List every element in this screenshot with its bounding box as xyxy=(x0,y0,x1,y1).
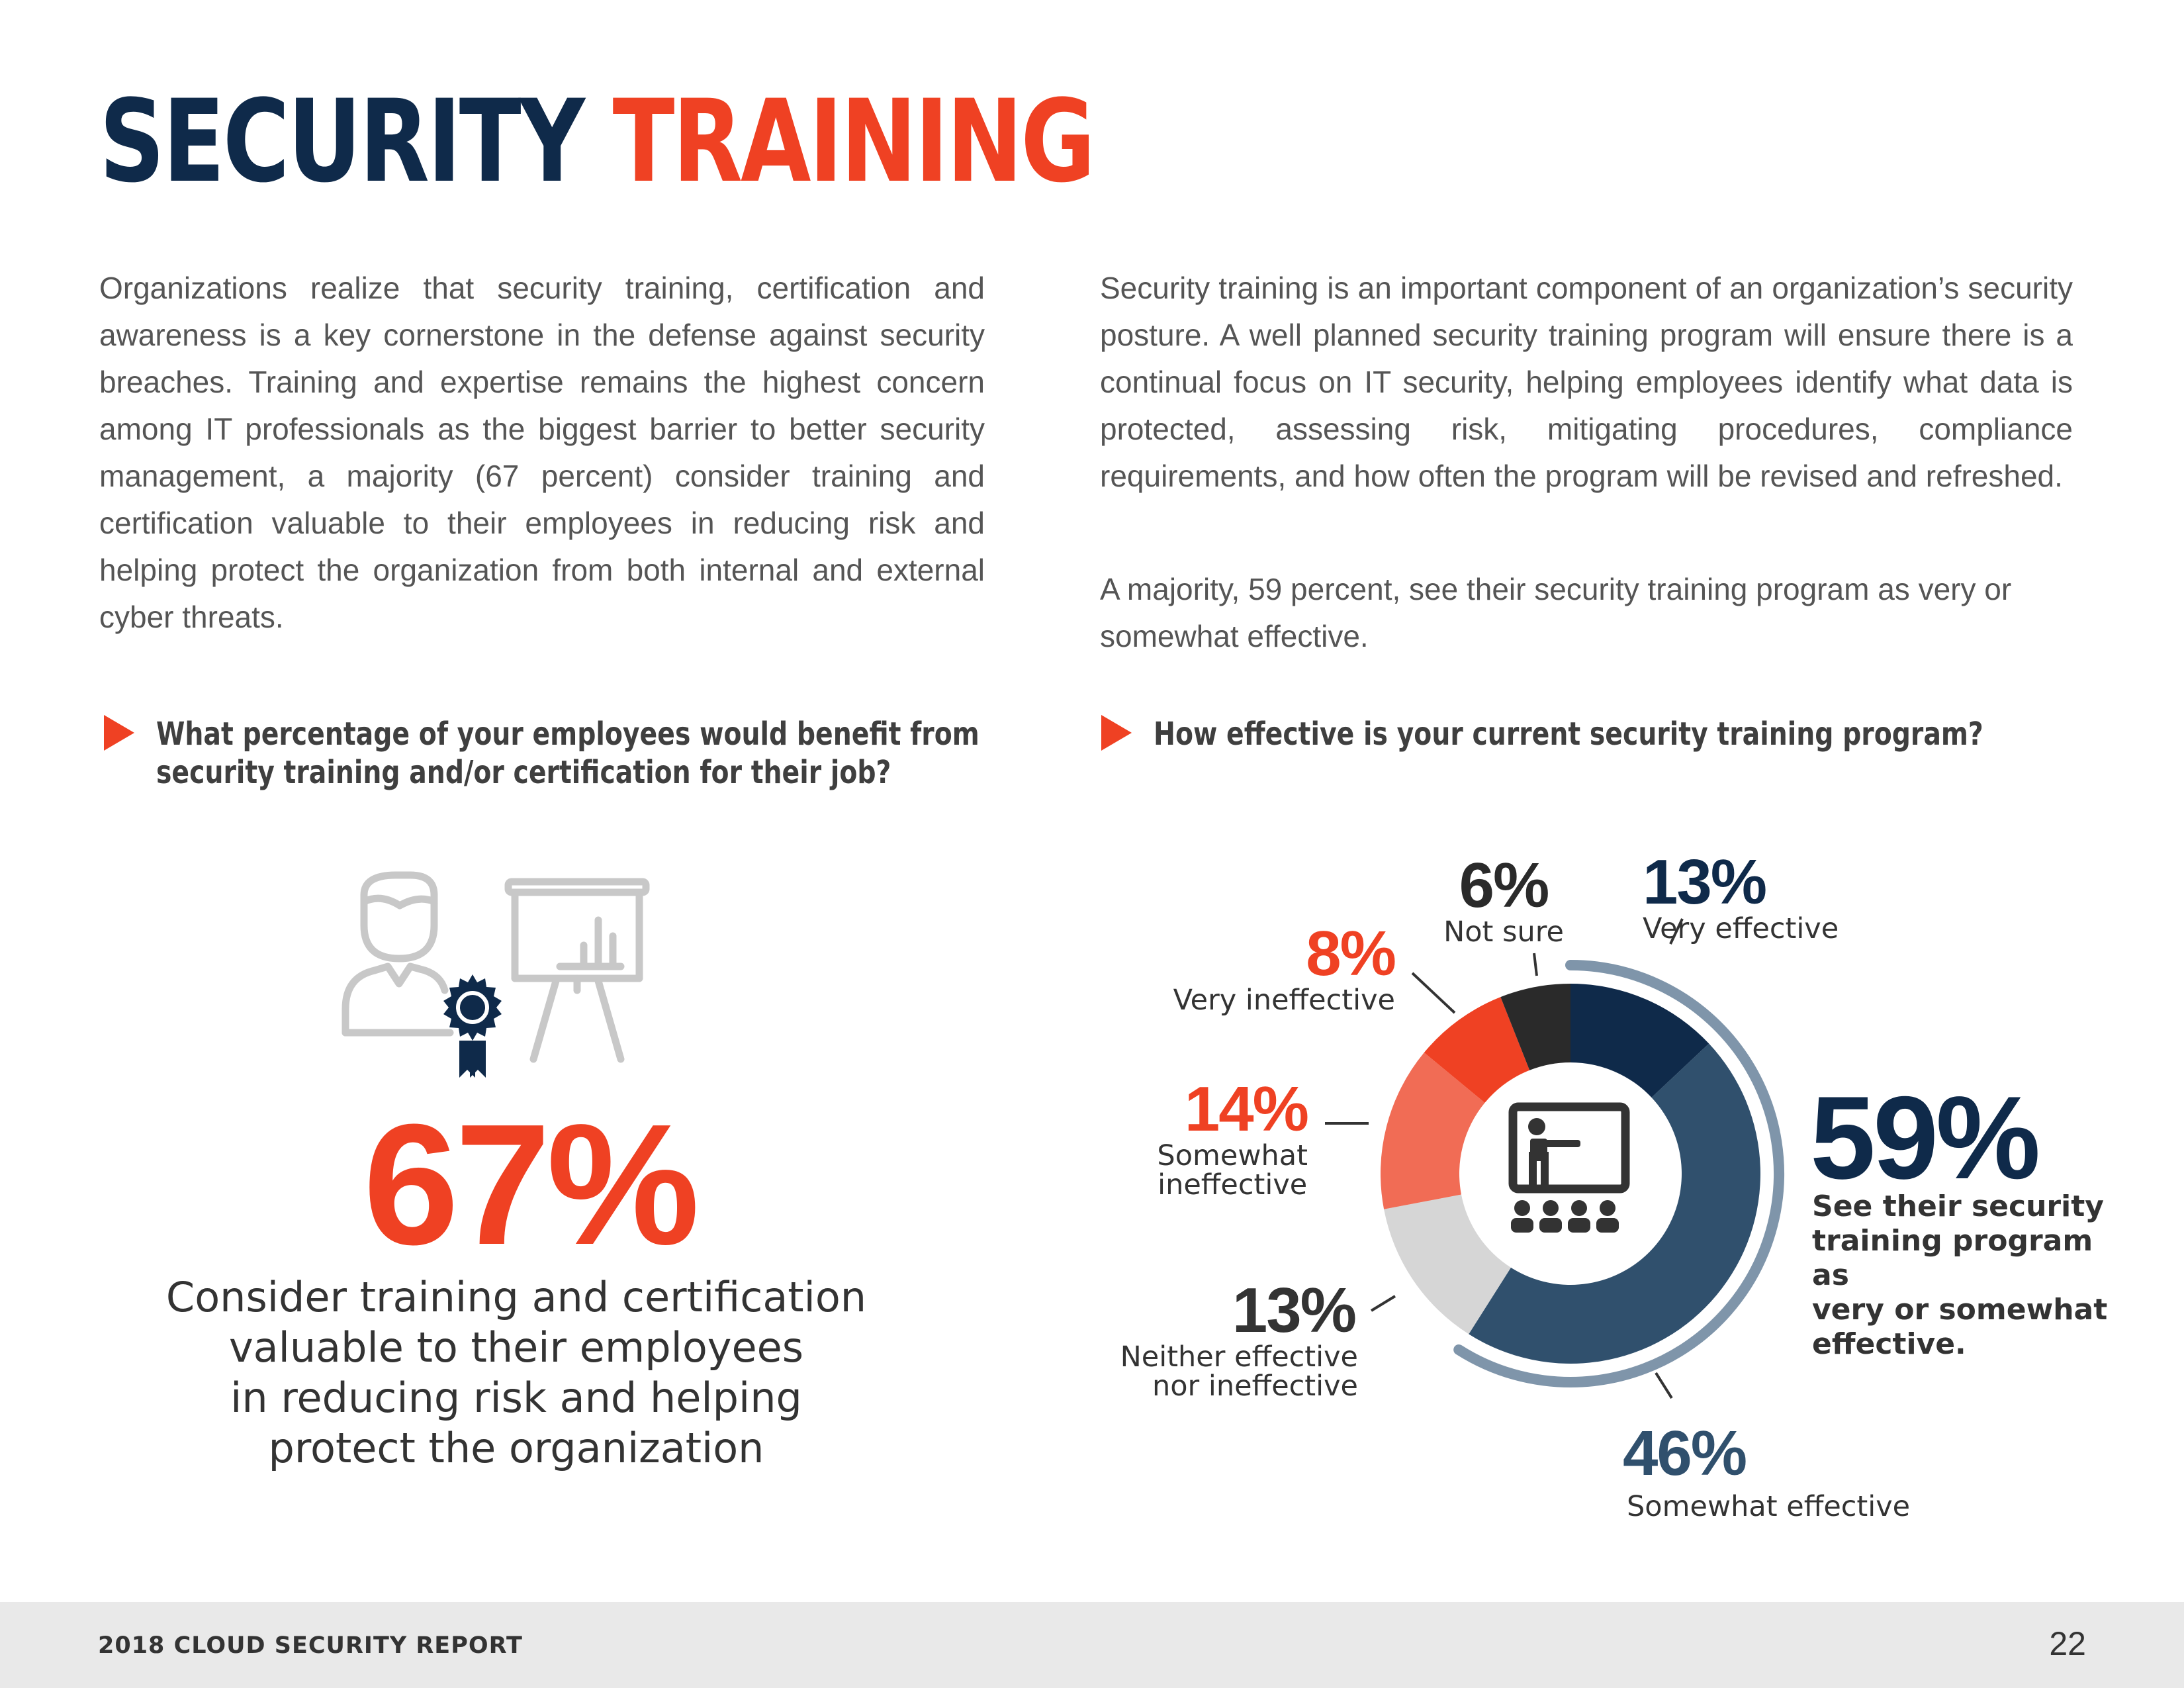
summary-line-2: training program as xyxy=(1812,1224,2093,1292)
pct-very-effective: 13% xyxy=(1643,847,1767,917)
label-somewhat-ineffective: 14% Somewhat ineffective xyxy=(1157,1074,1309,1201)
text-neither-line-2: nor ineffective xyxy=(1152,1370,1358,1403)
donut-slice-not-sure xyxy=(1500,984,1570,1070)
text-somewhat-ineffective-line-2: ineffective xyxy=(1158,1168,1308,1201)
page-title: SECURITY TRAINING xyxy=(99,85,1095,199)
text-not-sure: Not sure xyxy=(1443,915,1564,949)
stat-caption-line-3: in reducing risk and helping xyxy=(230,1374,802,1422)
pct-somewhat-effective: 46% xyxy=(1623,1418,1747,1489)
summary-line-4: effective. xyxy=(1812,1327,1966,1361)
classroom-presentation-icon xyxy=(1508,1102,1630,1233)
text-very-effective: Very effective xyxy=(1643,912,1839,945)
donut-slice-very-ineffective xyxy=(1424,997,1530,1103)
pct-neither: 13% xyxy=(1232,1275,1357,1346)
effective-highlight-arc xyxy=(1453,960,1784,1387)
intro-paragraph-left: Organizations realize that security trai… xyxy=(99,271,985,634)
text-somewhat-effective: Somewhat effective xyxy=(1627,1490,1911,1523)
label-somewhat-effective: 46% Somewhat effective xyxy=(1623,1422,1911,1523)
text-somewhat-ineffective-line-1: Somewhat xyxy=(1157,1139,1308,1172)
effectiveness-donut-chart xyxy=(1381,960,1784,1387)
page-footer: 2018 CLOUD SECURITY REPORT 22 xyxy=(0,1602,2184,1688)
label-neither: 13% Neither effective nor ineffective xyxy=(1120,1279,1358,1401)
label-not-sure: 6% Not sure xyxy=(1437,854,1570,947)
stat-caption-line-1: Consider training and certification xyxy=(165,1273,867,1321)
question-1: What percentage of your employees would … xyxy=(156,715,979,792)
text-very-ineffective: Very ineffective xyxy=(1173,984,1395,1017)
donut-slice-neither-effective-nor-ineffective xyxy=(1384,1194,1511,1335)
employee-benefit-stat: 67% xyxy=(363,1089,700,1281)
summary-line-1: See their security xyxy=(1812,1190,2104,1223)
intro-paragraph-right: Security training is an important compon… xyxy=(1100,271,2073,493)
label-very-ineffective: 8% Very ineffective xyxy=(1173,918,1396,1017)
majority-paragraph: A majority, 59 percent, see their securi… xyxy=(1100,572,2012,653)
text-neither-line-1: Neither effective xyxy=(1120,1340,1358,1374)
pct-somewhat-ineffective: 14% xyxy=(1184,1074,1309,1145)
donut-slice-very-effective xyxy=(1570,984,1709,1098)
question-1-line-1: What percentage of your employees would … xyxy=(156,716,979,753)
summary-percentage: 59% xyxy=(1810,1072,2040,1203)
title-part-training: TRAINING xyxy=(612,75,1096,208)
stat-caption: Consider training and certification valu… xyxy=(106,1272,927,1474)
employee-certificate-presentation-icon xyxy=(341,871,650,1078)
stat-caption-line-2: valuable to their employees xyxy=(228,1323,804,1372)
question-1-line-2: security training and/or certification f… xyxy=(156,754,891,791)
label-very-effective: 13% Very effective xyxy=(1643,847,1839,945)
footer-report-title: 2018 CLOUD SECURITY REPORT xyxy=(98,1632,523,1659)
pct-very-ineffective: 8% xyxy=(1306,918,1396,989)
question-2: How effective is your current security t… xyxy=(1154,716,1983,753)
title-part-security: SECURITY xyxy=(99,75,585,208)
stat-caption-line-4: protect the organization xyxy=(268,1424,764,1472)
donut-slice-somewhat-effective xyxy=(1469,1043,1760,1364)
triangle-arrow-icon xyxy=(104,715,134,751)
triangle-arrow-icon xyxy=(1101,715,1132,751)
pct-not-sure: 6% xyxy=(1459,850,1550,921)
summary-text: See their security training program as v… xyxy=(1812,1190,2123,1362)
footer-page-number: 22 xyxy=(2049,1625,2086,1662)
summary-line-3: very or somewhat xyxy=(1812,1293,2108,1327)
donut-slice-somewhat-ineffective xyxy=(1381,1053,1485,1209)
